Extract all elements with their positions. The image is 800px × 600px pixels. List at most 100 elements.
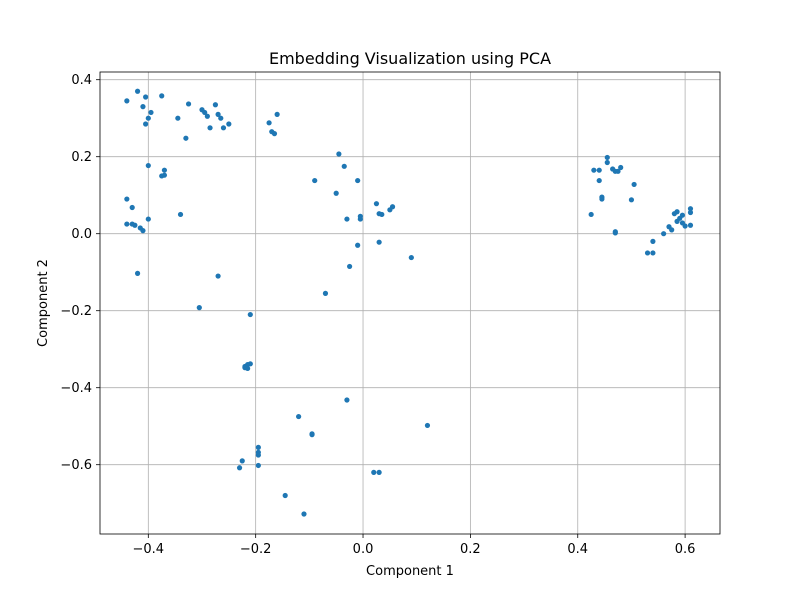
data-point	[355, 177, 361, 184]
data-point	[247, 311, 253, 318]
x-tick-label: 0.4	[567, 542, 588, 557]
data-point	[183, 135, 189, 141]
y-tick-label: −0.2	[60, 304, 92, 319]
data-point	[185, 101, 192, 107]
data-point	[341, 163, 347, 169]
data-point	[591, 167, 597, 173]
y-axis-ticks: 0.4 0.2 0.0 −0.2 −0.4 −0.6	[60, 73, 100, 473]
x-tick-label: −0.4	[133, 542, 165, 557]
data-point	[239, 458, 245, 464]
data-point	[650, 250, 656, 256]
data-point	[615, 168, 621, 174]
data-point	[255, 452, 261, 458]
data-point	[145, 115, 151, 121]
data-point	[612, 230, 618, 236]
data-point	[145, 162, 151, 169]
data-point	[161, 167, 168, 173]
data-point	[301, 511, 307, 517]
data-point	[296, 413, 302, 420]
data-point	[282, 492, 288, 499]
data-point	[140, 104, 146, 110]
data-point	[596, 167, 602, 173]
data-point	[309, 431, 315, 437]
data-point	[376, 469, 382, 475]
data-point	[379, 211, 385, 218]
data-point	[344, 397, 350, 403]
data-point	[661, 231, 667, 237]
data-point	[596, 177, 602, 184]
data-point	[143, 94, 149, 100]
data-point	[215, 273, 221, 279]
grid	[100, 72, 720, 534]
chart-title: Embedding Visualization using PCA	[269, 49, 551, 68]
data-point	[371, 469, 377, 475]
x-axis-ticks: −0.4 −0.2 0.0 0.2 0.4 0.6	[133, 534, 696, 557]
data-point	[274, 111, 280, 117]
data-point	[312, 177, 318, 184]
data-point	[218, 115, 224, 121]
data-point	[631, 181, 637, 188]
data-point	[336, 151, 342, 157]
data-point	[143, 121, 149, 127]
y-tick-label: 0.0	[71, 227, 92, 242]
data-point	[628, 197, 635, 203]
data-point	[588, 211, 594, 218]
data-point	[687, 206, 694, 212]
data-point	[202, 109, 208, 116]
y-tick-label: −0.6	[60, 458, 92, 473]
data-point	[145, 216, 151, 222]
data-point	[159, 93, 165, 99]
data-point	[355, 242, 361, 248]
x-tick-label: −0.2	[240, 542, 272, 557]
data-point	[242, 365, 248, 371]
plot-frame	[99, 71, 721, 535]
data-point	[204, 113, 210, 119]
data-point	[220, 125, 227, 131]
data-point	[424, 422, 431, 429]
data-point	[124, 98, 130, 104]
x-tick-label: 0.6	[675, 542, 696, 557]
data-point	[376, 239, 382, 245]
data-point	[255, 444, 261, 450]
data-point	[129, 204, 135, 211]
x-axis-label: Component 1	[366, 564, 454, 579]
x-tick-label: 0.0	[353, 542, 374, 557]
data-point	[215, 111, 221, 117]
y-axis-label: Component 2	[36, 259, 51, 347]
data-point	[347, 263, 353, 270]
data-point	[124, 196, 130, 202]
data-point	[177, 211, 184, 218]
data-point	[124, 221, 130, 227]
data-point	[236, 465, 243, 471]
data-point	[134, 270, 141, 276]
data-point	[674, 218, 680, 224]
data-point	[134, 88, 141, 94]
data-point	[599, 196, 605, 202]
data-point	[604, 154, 610, 161]
data-point	[148, 109, 154, 116]
data-point	[196, 305, 202, 311]
data-point	[161, 172, 168, 178]
data-point	[644, 250, 651, 256]
data-point	[212, 102, 219, 108]
data-point	[175, 115, 181, 121]
data-point	[207, 125, 213, 131]
data-point	[387, 207, 393, 213]
y-tick-label: 0.4	[71, 73, 92, 88]
data-point	[682, 223, 688, 229]
data-points	[124, 88, 694, 517]
data-point	[322, 290, 329, 296]
data-point	[266, 120, 272, 126]
data-point	[271, 131, 278, 137]
data-point	[357, 216, 363, 222]
data-point	[226, 121, 232, 127]
x-tick-label: 0.2	[460, 542, 481, 557]
data-point	[687, 209, 694, 216]
data-point	[604, 159, 610, 166]
data-point	[132, 222, 138, 228]
data-point	[669, 227, 675, 233]
data-point	[618, 164, 624, 171]
y-tick-label: −0.4	[60, 381, 92, 396]
data-point	[344, 216, 350, 222]
